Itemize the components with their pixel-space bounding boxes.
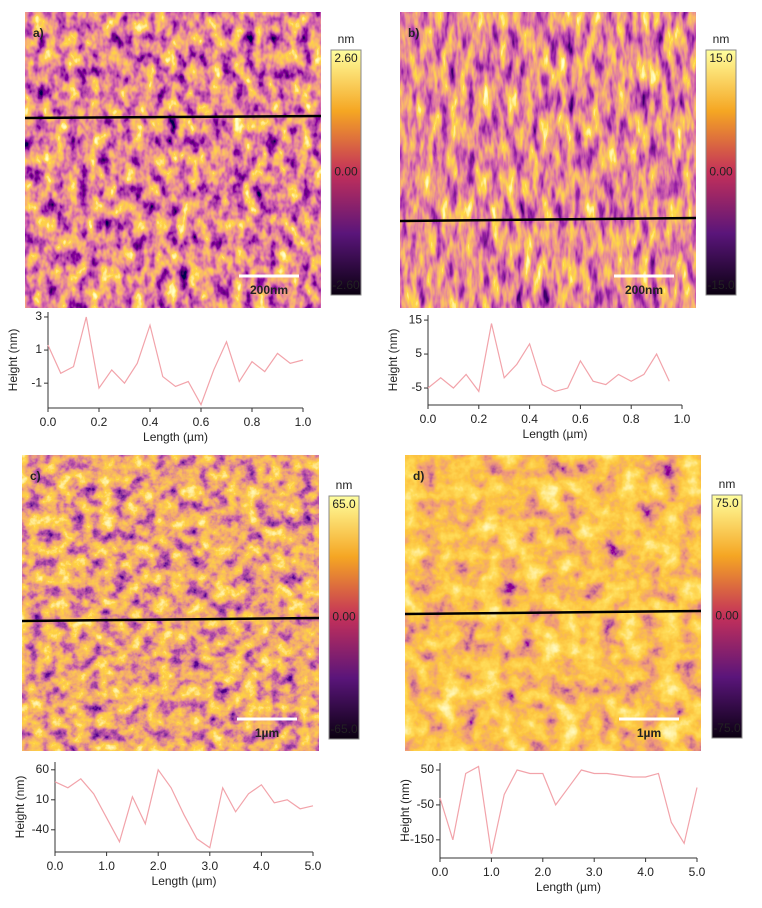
x-tick-label: 0.4 [521,412,538,426]
colorbar-tick-label: 65.0 [332,497,356,511]
y-tick-label: 5 [415,346,422,360]
x-tick-label: 0.8 [244,415,261,429]
profile-cut [24,114,322,120]
x-tick-label: 0.0 [47,859,64,873]
colorbar-unit: nm [719,477,736,491]
afm-image [400,12,696,308]
colorbar-tick-label: -65.0 [330,722,358,736]
colorbar-tick-label: -2.60 [332,278,360,292]
colorbar-tick-label: 0.00 [332,610,356,624]
x-axis-label: Length (µm) [143,430,208,444]
panel-label: b) [408,26,419,40]
profile-line [439,765,698,854]
y-tick-label: 1 [35,342,42,356]
x-tick-label: 1.0 [483,865,500,879]
x-tick-label: 1.0 [295,415,312,429]
colorbar-tick-label: -75.0 [713,721,741,735]
profile-line [54,768,314,849]
scale-bar-label: 1µm [637,726,661,740]
x-tick-label: 0.6 [193,415,210,429]
x-tick-label: 0.0 [420,412,437,426]
x-axis-label: Length (µm) [536,880,601,894]
afm-image [22,455,319,751]
y-axis-label: Height (nm) [398,779,412,842]
colorbar [705,49,737,296]
colorbar-tick-label: 75.0 [715,496,739,510]
y-tick-label: 3 [35,309,42,323]
x-tick-label: 1.0 [98,859,115,873]
colorbar [711,494,743,739]
x-tick-label: 3.0 [201,859,218,873]
profile-line [427,323,670,393]
y-axis-label: Height (nm) [6,329,20,392]
y-tick-label: -50 [417,797,435,811]
scale-bar-label: 200nm [250,283,288,297]
x-tick-label: 4.0 [253,859,270,873]
colorbar-unit: nm [338,32,355,46]
x-tick-label: 0.4 [142,415,159,429]
colorbar-tick-label: -15.0 [707,278,735,292]
colorbar-tick-label: 2.60 [334,51,358,65]
y-tick-label: 10 [36,792,50,806]
afm-image [405,455,701,751]
x-tick-label: 2.0 [534,865,551,879]
colorbar-tick-label: 15.0 [709,51,733,65]
x-tick-label: 2.0 [150,859,167,873]
colorbar-tick-label: 0.00 [709,165,733,179]
y-tick-label: -150 [410,832,434,846]
colorbar-unit: nm [713,32,730,46]
colorbar-unit: nm [336,478,353,492]
profile-line [47,316,304,407]
y-axis-label: Height (nm) [13,776,27,839]
profile-cut [404,609,702,616]
x-tick-label: 0.8 [623,412,640,426]
colorbar [330,49,362,296]
y-tick-label: -5 [411,380,422,394]
colorbar-tick-label: 0.00 [715,609,739,623]
panel-label: a) [33,26,44,40]
y-tick-label: 15 [409,312,423,326]
panel-label: d) [413,469,424,483]
x-tick-label: 0.0 [40,415,57,429]
profile-cut [21,616,320,623]
x-axis-label: Length (µm) [523,427,588,441]
scale-bar-label: 200nm [625,283,663,297]
y-tick-label: 60 [36,762,50,776]
x-tick-label: 0.2 [91,415,108,429]
x-axis-label: Length (µm) [152,874,217,888]
x-tick-label: 4.0 [637,865,654,879]
x-tick-label: 5.0 [305,859,322,873]
y-tick-label: -1 [31,375,42,389]
y-tick-label: -40 [32,822,50,836]
y-axis-label: Height (nm) [386,329,400,392]
colorbar [328,495,360,740]
x-tick-label: 0.6 [572,412,589,426]
scale-bar-label: 1µm [255,726,279,740]
colorbar-tick-label: 0.00 [334,165,358,179]
profile-cut [399,216,697,223]
x-tick-label: 0.2 [470,412,487,426]
x-tick-label: 5.0 [689,865,706,879]
x-tick-label: 3.0 [586,865,603,879]
x-tick-label: 0.0 [432,865,449,879]
y-tick-label: 50 [421,762,435,776]
afm-image [25,12,321,308]
panel-label: c) [30,469,41,483]
x-tick-label: 1.0 [674,412,691,426]
